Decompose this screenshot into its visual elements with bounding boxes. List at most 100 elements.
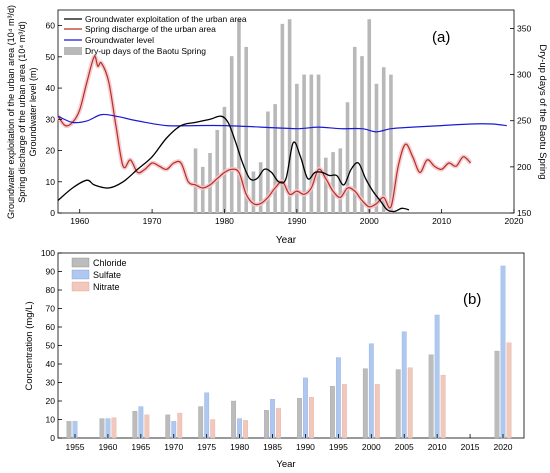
dryup-bar-1995 — [331, 152, 335, 213]
panel-a-x-tick-label: 2020 — [505, 216, 524, 226]
panel-b-x-tick-label: 1995 — [329, 442, 348, 452]
groundwater-level-line — [57, 113, 507, 133]
legend-groundwater-label: Groundwater level — [85, 35, 154, 45]
panel-b-x-tick-label: 2010 — [428, 442, 447, 452]
panel-b-x-tick-label: 2005 — [395, 442, 414, 452]
panel-b-y-tick-label: 50 — [46, 341, 56, 351]
bar-chloride-1985 — [264, 410, 269, 439]
panel-b-y-tick-label: 0 — [50, 433, 55, 443]
panel-a-left-tick-label: 50 — [46, 52, 56, 62]
panel-a: 1960 1970 1980 1990 2000 2010 2020 0 10 20 30 40 50 6… — [6, 5, 548, 246]
dryup-bar-1980 — [222, 106, 227, 213]
bar-nitrate-1965 — [144, 414, 150, 439]
panel-b-x-tick-label: 1955 — [66, 442, 85, 452]
dryup-bar-1976 — [193, 148, 198, 213]
dryup-bar-1981 — [229, 56, 234, 213]
dryup-bar-1998 — [352, 46, 357, 214]
bar-sulfate-1995 — [335, 357, 341, 439]
bar-chloride-2005 — [395, 369, 401, 439]
dryup-bar-1982 — [237, 19, 241, 214]
panel-a-x-tick-label: 1980 — [215, 216, 234, 226]
panel-a-left-tick-label: 40 — [46, 83, 56, 93]
bar-nitrate-1980 — [243, 420, 249, 439]
panel-a-x-tick-label: 1970 — [143, 216, 162, 226]
panel-b-y-tick-label: 10 — [46, 415, 56, 425]
panel-b-y-tick-label: 20 — [46, 396, 56, 406]
bar-nitrate-2020 — [506, 342, 512, 439]
bar-chloride-1970 — [165, 414, 171, 439]
dryup-bar-1992 — [309, 74, 314, 213]
panel-b-legend: Chloride Sulfate Nitrate — [71, 257, 127, 292]
dryup-bar-2000 — [367, 19, 372, 214]
panel-b-x-tick-label: 1990 — [296, 442, 315, 452]
panel-a-x-axis-label: Year — [276, 235, 297, 246]
bar-sulfate-2005 — [401, 331, 407, 439]
legend-exploitation-label: Groundwater exploitation of the urban ar… — [85, 14, 247, 24]
panel-b-x-tick-label: 1980 — [230, 442, 249, 452]
panel-b-y-tick-label: 70 — [46, 304, 56, 314]
bar-chloride-1990 — [297, 398, 302, 439]
panel-a-x-tick-label: 2010 — [432, 216, 451, 226]
legend-chloride-label: Chloride — [93, 258, 127, 268]
bar-nitrate-1990 — [309, 397, 314, 439]
panel-a-plot-frame — [57, 9, 515, 214]
legend-spring-label: Spring discharge of the urban area — [85, 24, 216, 34]
panel-b-label: (b) — [463, 291, 481, 308]
bar-chloride-1955 — [66, 421, 72, 439]
panel-b-x-axis-label: Year — [276, 459, 295, 470]
bar-chloride-1960 — [99, 418, 105, 439]
panel-a-axes: 1960 1970 1980 1990 2000 2010 2020 0 10 20 30 40 50 6… — [46, 21, 532, 226]
dryup-bar-1989 — [287, 19, 292, 214]
panel-a-right-axis-label: Dry-up days of the Baotu Spring — [537, 44, 548, 179]
panel-a-legend: Groundwater exploitation of the urban ar… — [64, 14, 247, 56]
panel-b-y-axis-label: Concentration (mg/L) — [24, 301, 35, 390]
panel-a-left-axis-label-line: Spring discharge of the urban area (10⁴ … — [17, 21, 27, 202]
legend-dryup-swatch — [64, 47, 82, 55]
panel-a-right-tick-label: 250 — [517, 116, 531, 126]
dryup-bar-1983 — [244, 46, 248, 214]
panel-a-label: (a) — [432, 29, 450, 46]
bar-chloride-2010 — [428, 354, 434, 439]
panel-b-y-tick-label: 100 — [41, 248, 55, 258]
dryup-bar-2001 — [374, 83, 379, 214]
panel-a-right-tick-label: 150 — [517, 208, 531, 218]
panel-b-x-tick-label: 2015 — [461, 442, 480, 452]
dryup-bar-1997 — [345, 102, 350, 213]
spring-discharge-line — [57, 55, 472, 209]
bar-chloride-1965 — [132, 411, 138, 439]
bar-nitrate-1985 — [276, 408, 281, 439]
bar-chloride-1975 — [198, 406, 204, 439]
bar-sulfate-2000 — [368, 343, 374, 439]
panel-a-x-tick-label: 2000 — [360, 216, 379, 226]
dryup-bar-1987 — [273, 104, 277, 213]
panel-a-x-tick-label: 1990 — [287, 216, 306, 226]
dryup-bar-1984 — [251, 171, 256, 213]
panel-b-y-tick-label: 60 — [46, 322, 56, 332]
bar-nitrate-1975 — [210, 419, 216, 439]
dryup-bar-1999 — [360, 56, 364, 213]
bar-sulfate-1965 — [138, 406, 144, 439]
bar-sulfate-1975 — [204, 392, 210, 439]
panel-a-left-axis-label-line: Groundwater exploitation of the urban ar… — [6, 5, 16, 219]
bar-nitrate-1995 — [341, 384, 347, 439]
panel-b-y-tick-label: 80 — [46, 285, 56, 295]
panel-a-lines — [56, 54, 507, 213]
legend-chloride-swatch — [71, 257, 90, 268]
bar-sulfate-2010 — [434, 314, 440, 439]
dryup-bar-1979 — [215, 129, 220, 213]
panel-b-y-tick-label: 40 — [46, 359, 56, 369]
panel-b-plot-frame — [57, 252, 525, 439]
dryup-bar-1991 — [302, 74, 306, 213]
panel-a-left-axis-label: Groundwater exploitation of the urban ar… — [6, 5, 38, 219]
bar-sulfate-1990 — [303, 377, 308, 439]
dryup-bar-1988 — [280, 23, 285, 213]
panel-a-dryup-bars — [193, 19, 393, 214]
panel-b-x-tick-label: 1960 — [98, 442, 117, 452]
panel-a-left-tick-label: 30 — [46, 114, 56, 124]
bar-nitrate-1960 — [111, 417, 117, 439]
panel-b-x-tick-label: 2000 — [362, 442, 381, 452]
legend-nitrate-label: Nitrate — [93, 282, 120, 292]
bar-nitrate-2000 — [374, 384, 380, 439]
bar-chloride-2000 — [362, 368, 368, 439]
exploitation-line — [57, 115, 410, 213]
